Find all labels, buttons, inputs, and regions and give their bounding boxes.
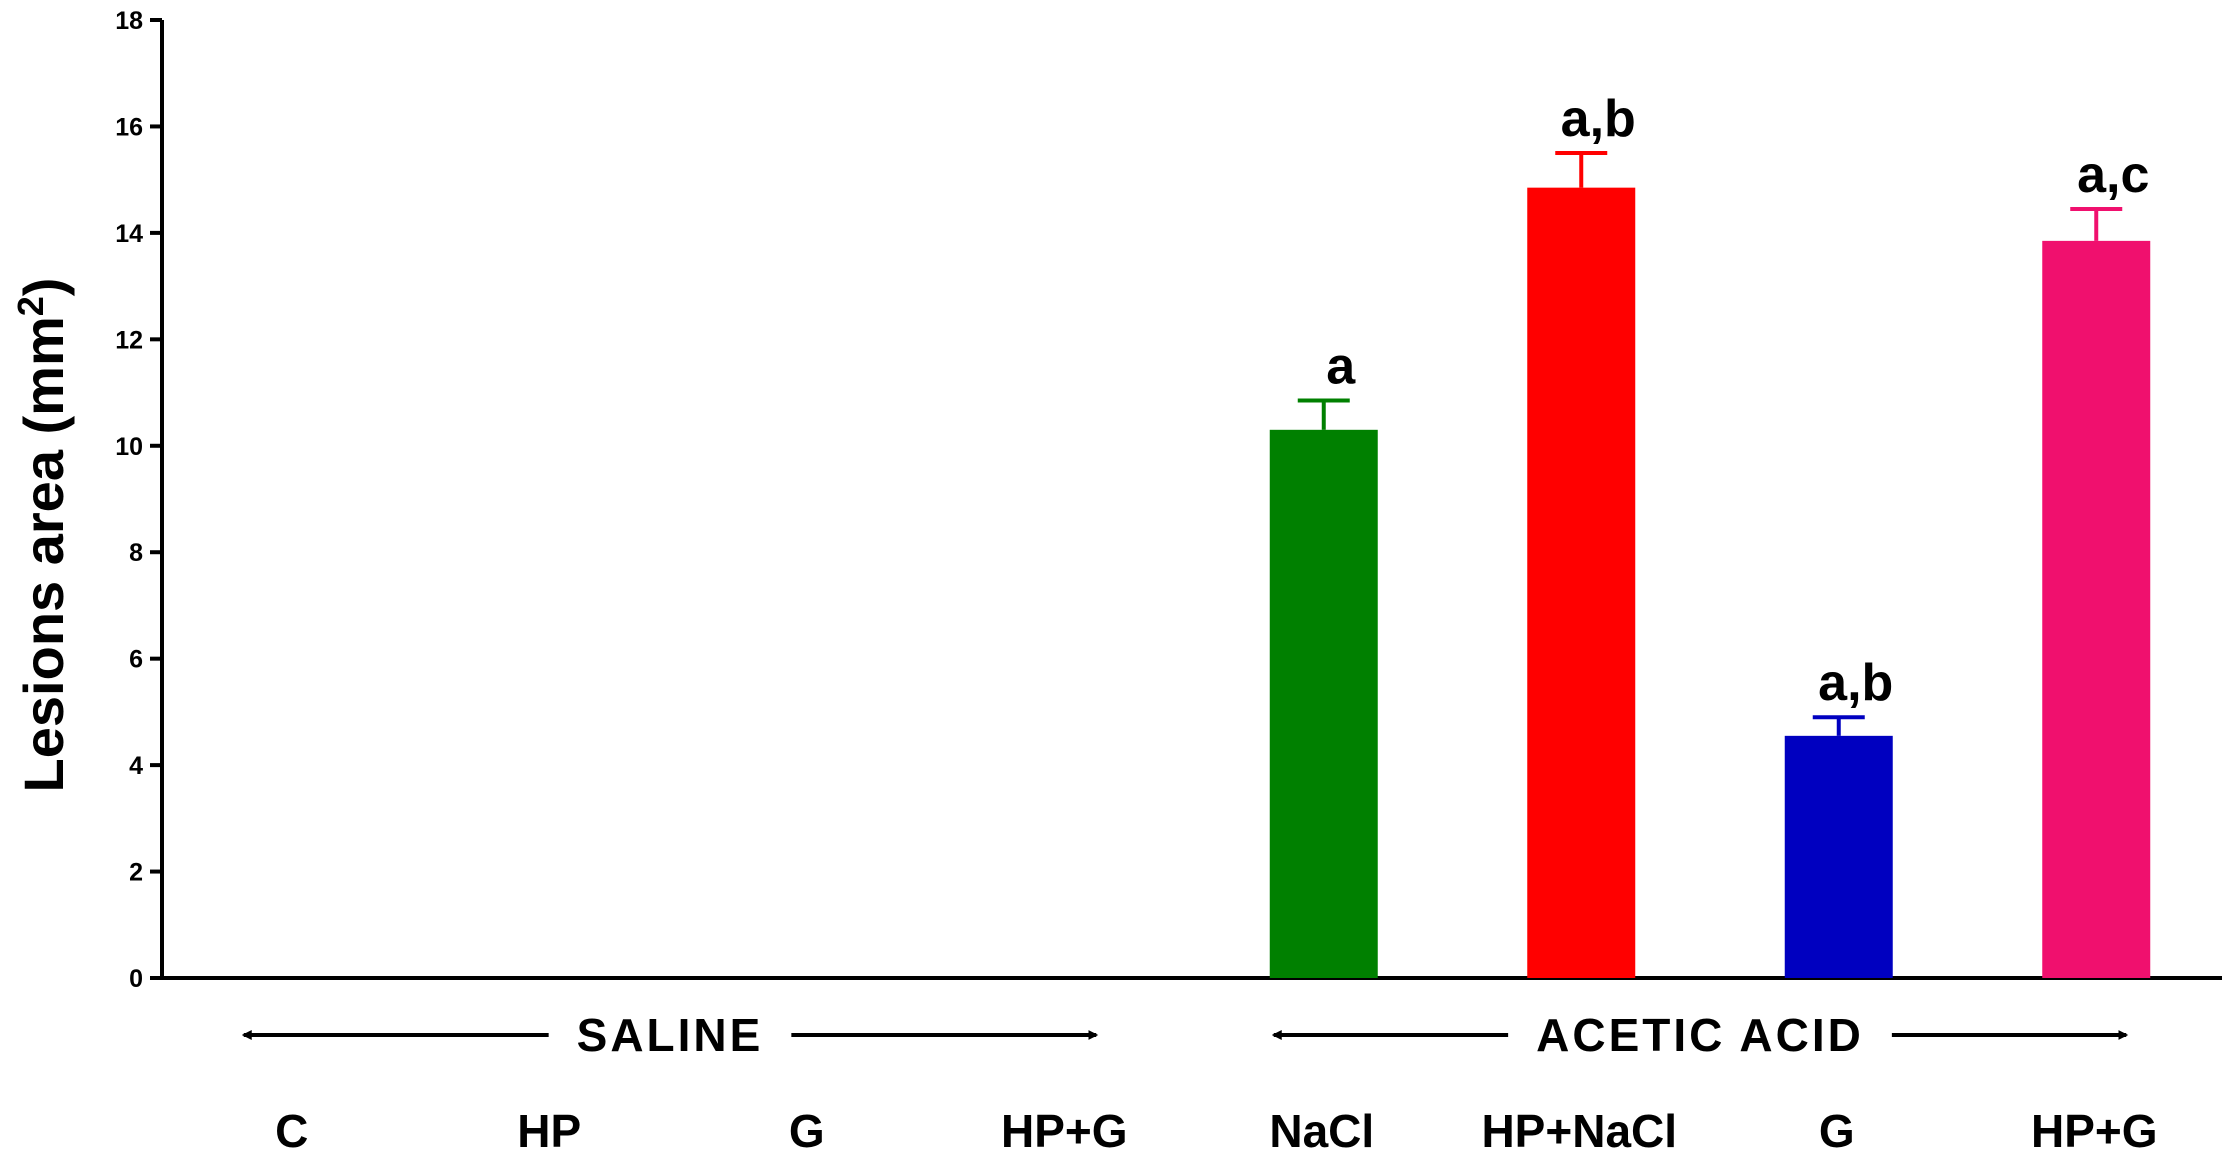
bar: [2042, 240, 2151, 979]
y-tick-label: 8: [129, 539, 143, 567]
error-bars: [1297, 151, 2123, 736]
group-label: ACETIC ACID: [1536, 1009, 1864, 1061]
category-label: HP+NaCl: [1481, 1105, 1677, 1157]
significance-label: a: [1326, 338, 1356, 396]
category-label: G: [789, 1105, 825, 1157]
group-labels: SALINE ACETIC ACID: [241, 1009, 2129, 1061]
significance-labels: a a,b a,b a,c: [1326, 90, 2149, 712]
bar: [1784, 735, 1893, 978]
bars: [1269, 187, 2151, 979]
category-label: HP+G: [1001, 1105, 1128, 1157]
y-tick-label: 14: [115, 220, 143, 248]
significance-label: a,b: [1818, 654, 1893, 712]
category-label: G: [1819, 1105, 1855, 1157]
y-tick-label: 10: [115, 433, 143, 461]
y-tick-label: 18: [115, 7, 143, 35]
y-tick-label: 12: [115, 326, 143, 354]
category-label: HP: [517, 1105, 581, 1157]
bar: [1269, 429, 1378, 978]
y-tick-label: 4: [129, 752, 143, 780]
y-tick-label: 16: [115, 113, 143, 141]
group-label: SALINE: [577, 1009, 764, 1061]
y-tick-label: 0: [129, 965, 143, 993]
significance-label: a,b: [1561, 90, 1636, 148]
y-tick-label: 2: [129, 859, 143, 887]
bar: [1527, 187, 1636, 978]
y-axis: 0 2 4 6 8 10 12 14 16 18: [115, 7, 164, 993]
category-label: C: [275, 1105, 308, 1157]
category-label: NaCl: [1269, 1105, 1374, 1157]
category-labels: C HP G HP+G NaCl HP+NaCl G HP+G: [275, 1105, 2157, 1157]
y-tick-label: 6: [129, 646, 143, 674]
category-label: HP+G: [2031, 1105, 2158, 1157]
y-axis-label: Lesions area (mm2): [10, 278, 75, 793]
significance-label: a,c: [2077, 146, 2149, 204]
